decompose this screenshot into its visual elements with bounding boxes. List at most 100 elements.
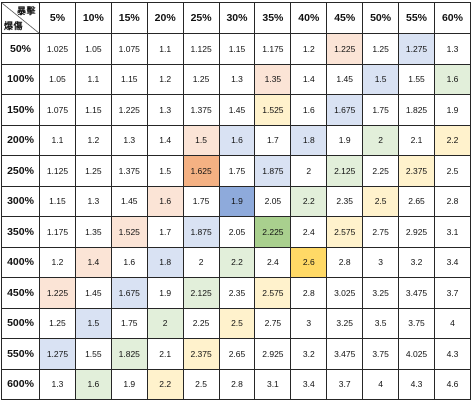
table-cell: 1.3	[146, 94, 184, 126]
table-cell: 1.75	[218, 155, 256, 187]
table-cell: 2.35	[326, 185, 364, 217]
column-header: 5%	[39, 2, 76, 34]
table-cell: 1.9	[326, 124, 364, 156]
column-header: 30%	[218, 2, 256, 34]
table-cell: 2.575	[254, 277, 292, 309]
table-cell: 1.225	[110, 94, 148, 126]
table-cell: 2.2	[218, 246, 256, 278]
table-row: 550% 1.275 1.55 1.825 2.1 2.375 2.65 2.925 3.2 3.…	[1, 338, 472, 370]
table-cell: 1.05	[74, 33, 112, 65]
table-cell: 1.6	[146, 185, 184, 217]
table-cell: 1.5	[74, 307, 112, 339]
table-cell: 1.275	[398, 33, 435, 65]
row-header: 400%	[1, 246, 40, 278]
column-header: 25%	[182, 2, 220, 34]
table-cell: 1.15	[110, 63, 148, 95]
table-cell: 2.575	[326, 216, 364, 248]
table-row: 600% 1.3 1.6 1.9 2.2 2.5 2.8 3.1 3.4 3.7 4 4.3 4.6	[1, 368, 472, 400]
table-cell: 1.1	[39, 124, 76, 156]
table-cell: 2.75	[254, 307, 292, 339]
table-cell: 2.2	[146, 368, 184, 400]
table-cell: 4	[362, 368, 400, 400]
table-cell: 1.15	[39, 185, 76, 217]
table-cell: 3.475	[398, 277, 435, 309]
table-cell: 3.1	[254, 368, 292, 400]
table-cell: 2.75	[362, 216, 400, 248]
table-cell: 1.15	[218, 33, 256, 65]
table-row: 500% 1.25 1.5 1.75 2 2.25 2.5 2.75 3 3.25 3.5 3.75 4	[1, 307, 472, 339]
table-cell: 2.4	[290, 216, 328, 248]
table-cell: 3.475	[326, 338, 364, 370]
table-row: 150% 1.075 1.15 1.225 1.3 1.375 1.45 1.525 1.6 1.…	[1, 94, 472, 126]
table-cell: 3	[362, 246, 400, 278]
table-cell: 2.2	[290, 185, 328, 217]
crit-damage-axis-label: 爆傷	[4, 21, 24, 31]
table-cell: 1.05	[39, 63, 76, 95]
table-cell: 1.225	[39, 277, 76, 309]
table-cell: 1.675	[110, 277, 148, 309]
table-cell: 1.75	[182, 185, 220, 217]
table-cell: 2.8	[326, 246, 364, 278]
table-cell: 1.25	[39, 307, 76, 339]
table-cell: 1.125	[182, 33, 220, 65]
table-cell: 3.75	[362, 338, 400, 370]
table-cell: 1.825	[398, 94, 435, 126]
column-header: 40%	[290, 2, 328, 34]
table-row: 400% 1.2 1.4 1.6 1.8 2 2.2 2.4 2.6 2.8 3 3.2 3.4	[1, 246, 472, 278]
table-cell: 1.6	[218, 124, 256, 156]
table-cell: 2.8	[290, 277, 328, 309]
table-cell: 2.5	[182, 368, 220, 400]
table-cell: 1.2	[39, 246, 76, 278]
column-header: 50%	[362, 2, 400, 34]
row-header: 450%	[1, 277, 40, 309]
table-cell: 1.7	[146, 216, 184, 248]
table-cell: 2.8	[218, 368, 256, 400]
table-cell: 1.45	[74, 277, 112, 309]
table-cell: 3.7	[433, 277, 472, 309]
table-row: 100% 1.05 1.1 1.15 1.2 1.25 1.3 1.35 1.4 1.45 1.5 1…	[1, 63, 472, 95]
table-cell: 3.025	[326, 277, 364, 309]
table-cell: 2.35	[218, 277, 256, 309]
table-cell: 1.15	[74, 94, 112, 126]
table-cell: 1.35	[254, 63, 292, 95]
table-cell: 2.8	[433, 185, 472, 217]
table-cell: 4	[433, 307, 472, 339]
header-row: 暴擊 爆傷 5% 10% 15% 20% 25% 30% 35% 40% 45% 50% 55% 60…	[1, 2, 472, 34]
table-cell: 1.525	[110, 216, 148, 248]
table-cell: 2.65	[218, 338, 256, 370]
table-cell: 4.025	[398, 338, 435, 370]
table-cell: 2.125	[326, 155, 364, 187]
table-cell: 2	[290, 155, 328, 187]
table-cell: 1.25	[362, 33, 400, 65]
table-row: 300% 1.15 1.3 1.45 1.6 1.75 1.9 2.05 2.2 2.35 2.5 2…	[1, 185, 472, 217]
table-cell: 3.4	[290, 368, 328, 400]
table-cell: 1.8	[146, 246, 184, 278]
table-cell: 1.525	[254, 94, 292, 126]
table-cell: 1.4	[74, 246, 112, 278]
table-cell: 1.4	[290, 63, 328, 95]
table-cell: 1.075	[110, 33, 148, 65]
table-cell: 1.9	[218, 185, 256, 217]
table-cell: 1.225	[326, 33, 364, 65]
table-cell: 1.2	[146, 63, 184, 95]
table-cell: 1.825	[110, 338, 148, 370]
table-cell: 1.25	[74, 155, 112, 187]
row-header: 600%	[1, 368, 40, 400]
corner-header-cell: 暴擊 爆傷	[1, 2, 40, 34]
table-cell: 1.75	[110, 307, 148, 339]
table-row: 450% 1.225 1.45 1.675 1.9 2.125 2.35 2.575 2.8 3.…	[1, 277, 472, 309]
table-cell: 2.25	[362, 155, 400, 187]
table-row: 200% 1.1 1.2 1.3 1.4 1.5 1.6 1.7 1.8 1.9 2 2.1 2.2	[1, 124, 472, 156]
table-cell: 3.75	[398, 307, 435, 339]
table-cell: 3.5	[362, 307, 400, 339]
table-cell: 2.925	[398, 216, 435, 248]
table-cell: 1.9	[146, 277, 184, 309]
table-cell: 1.1	[74, 63, 112, 95]
table-cell: 1.625	[182, 155, 220, 187]
table-cell: 3.2	[398, 246, 435, 278]
table-cell: 2.1	[398, 124, 435, 156]
row-header: 100%	[1, 63, 40, 95]
row-header: 350%	[1, 216, 40, 248]
table-cell: 1.3	[433, 33, 472, 65]
table-cell: 3.2	[290, 338, 328, 370]
